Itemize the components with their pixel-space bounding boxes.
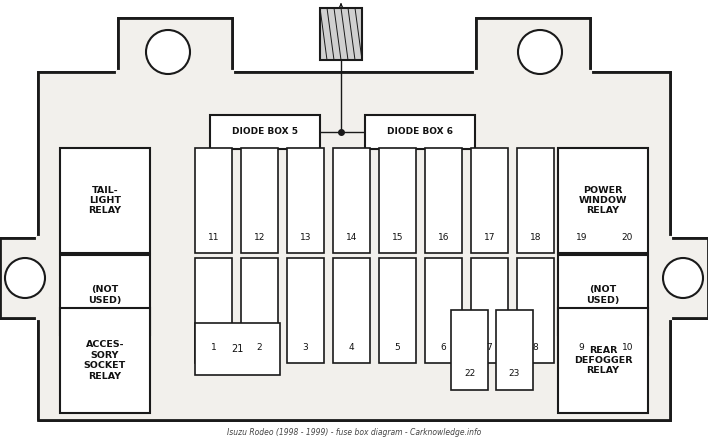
Bar	[425, 258, 462, 363]
Bar	[563, 258, 600, 363]
Bar	[558, 255, 648, 335]
Text: DIODE BOX 5: DIODE BOX 5	[232, 127, 298, 137]
Text: 7: 7	[486, 343, 492, 351]
Bar	[670, 238, 708, 318]
Text: 17: 17	[484, 232, 496, 242]
Text: 14: 14	[346, 232, 358, 242]
Bar	[425, 148, 462, 253]
Text: Isuzu Rodeo (1998 - 1999) - fuse box diagram - Carknowledge.info: Isuzu Rodeo (1998 - 1999) - fuse box dia…	[227, 428, 481, 437]
Bar	[60, 308, 150, 413]
Bar	[60, 148, 150, 253]
Text: 21: 21	[232, 344, 244, 354]
Circle shape	[663, 258, 703, 298]
Text: 23: 23	[509, 370, 520, 378]
Text: 5: 5	[394, 343, 401, 351]
Bar	[563, 148, 600, 253]
Text: (NOT
USED): (NOT USED)	[88, 285, 122, 305]
Text: 3: 3	[302, 343, 309, 351]
Bar	[471, 148, 508, 253]
Bar	[609, 148, 646, 253]
Bar	[0, 238, 38, 318]
Text: 19: 19	[576, 232, 587, 242]
Bar	[60, 255, 150, 335]
Text: 6: 6	[440, 343, 446, 351]
Bar	[195, 148, 232, 253]
Text: 18: 18	[530, 232, 541, 242]
Bar	[517, 258, 554, 363]
Bar	[241, 148, 278, 253]
Bar	[558, 308, 648, 413]
Text: POWER
WINDOW
RELAY: POWER WINDOW RELAY	[578, 186, 627, 215]
Circle shape	[5, 258, 45, 298]
Text: 9: 9	[578, 343, 584, 351]
Bar	[287, 258, 324, 363]
Text: DIODE BOX 6: DIODE BOX 6	[387, 127, 453, 137]
Bar	[365, 115, 475, 149]
Text: 15: 15	[392, 232, 404, 242]
Bar	[609, 258, 646, 363]
Text: 1: 1	[210, 343, 217, 351]
PathPatch shape	[0, 18, 708, 420]
Text: 8: 8	[532, 343, 538, 351]
Bar	[38, 72, 670, 420]
Text: 4: 4	[348, 343, 354, 351]
Text: 10: 10	[622, 343, 633, 351]
Bar	[476, 18, 590, 72]
Text: TAIL-
LIGHT
RELAY: TAIL- LIGHT RELAY	[88, 186, 122, 215]
Text: 13: 13	[299, 232, 312, 242]
Bar	[558, 148, 648, 253]
Bar	[287, 148, 324, 253]
Bar	[379, 148, 416, 253]
Bar	[195, 258, 232, 363]
Bar	[333, 258, 370, 363]
Bar	[210, 115, 320, 149]
Bar	[451, 310, 488, 390]
Text: (NOT
USED): (NOT USED)	[586, 285, 620, 305]
Text: 11: 11	[207, 232, 219, 242]
PathPatch shape	[0, 18, 708, 420]
Bar	[379, 258, 416, 363]
Text: ACCES-
SORY
SOCKET
RELAY: ACCES- SORY SOCKET RELAY	[84, 340, 126, 381]
Circle shape	[518, 30, 562, 74]
Text: 2: 2	[257, 343, 262, 351]
Bar	[517, 148, 554, 253]
Text: REAR
DEFOGGER
RELAY: REAR DEFOGGER RELAY	[573, 346, 632, 375]
Text: 16: 16	[438, 232, 450, 242]
Text: 20: 20	[622, 232, 633, 242]
Bar	[320, 8, 362, 60]
Bar	[496, 310, 533, 390]
Text: 22: 22	[464, 370, 475, 378]
Bar	[471, 258, 508, 363]
Circle shape	[146, 30, 190, 74]
Bar	[195, 323, 280, 375]
Text: 12: 12	[253, 232, 266, 242]
Bar	[241, 258, 278, 363]
Bar	[118, 18, 232, 72]
Bar	[333, 148, 370, 253]
